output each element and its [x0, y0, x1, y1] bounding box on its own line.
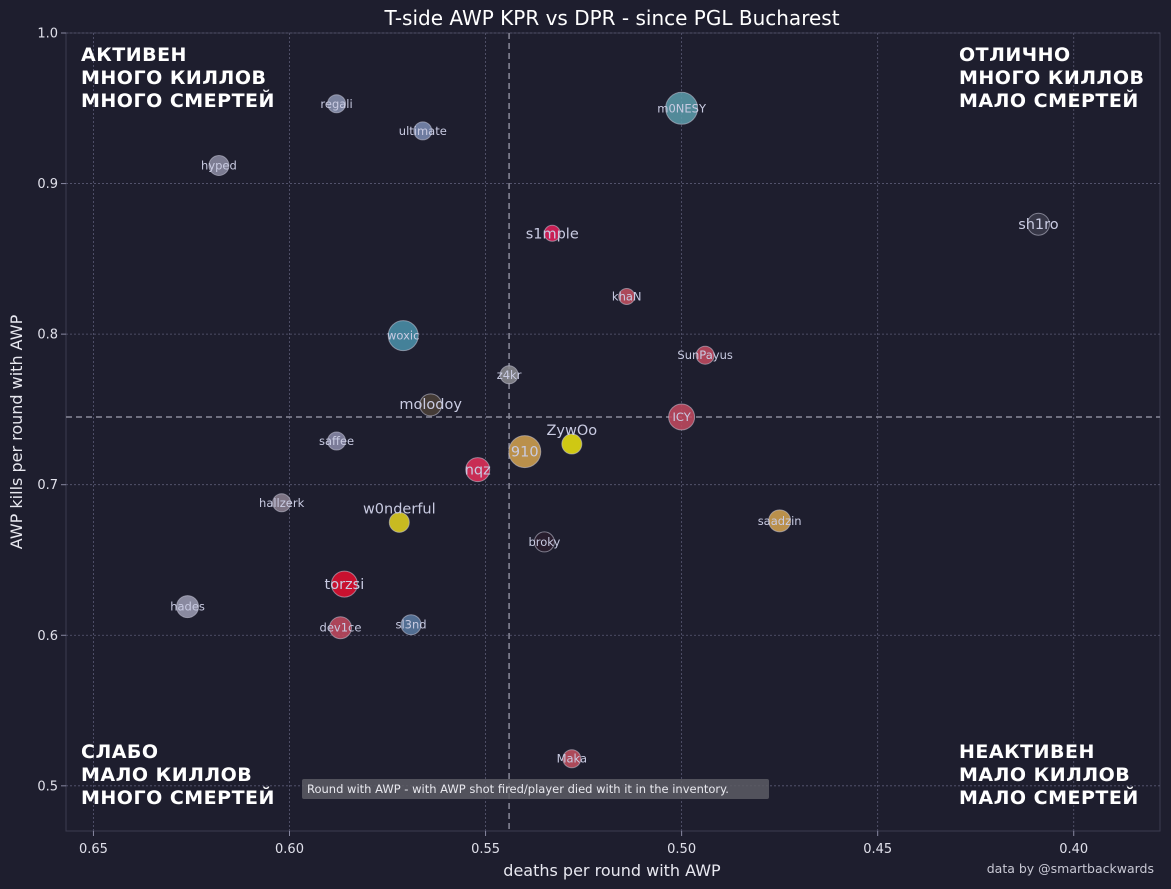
label-icy: ICY — [672, 410, 691, 424]
quadrant-top-right: ОТЛИЧНО МНОГО КИЛЛОВ МАЛО СМЕРТЕЙ — [959, 44, 1144, 112]
data-points — [176, 91, 1050, 769]
point-saffee — [327, 431, 347, 451]
point-dev1ce — [328, 616, 352, 640]
label-khan: khaN — [612, 289, 642, 303]
grid — [66, 32, 1160, 831]
label-w0nderful: w0nderful — [363, 501, 436, 517]
label-sl3nd: sl3nd — [396, 618, 427, 632]
label-910: 910 — [511, 445, 539, 461]
quadrant-bottom-left-line-2: МАЛО КИЛЛОВ — [81, 764, 252, 786]
label-z4kr: z4kr — [497, 368, 522, 382]
point-s1mple — [543, 224, 561, 242]
label-molodoy: molodoy — [399, 397, 462, 413]
label-dev1ce: dev1ce — [320, 621, 362, 635]
point-hyped — [208, 154, 230, 176]
quadrant-top-left: АКТИВЕН МНОГО КИЛЛОВ МНОГО СМЕРТЕЙ — [81, 44, 275, 112]
point-sl3nd — [400, 614, 422, 636]
point-maka — [562, 749, 582, 769]
label-broky: broky — [528, 535, 560, 549]
point-zywoo — [561, 433, 583, 455]
quadrant-top-left-line-1: АКТИВЕН — [81, 44, 187, 66]
x-tick-label: 0.45 — [863, 842, 892, 857]
point-w0nderful — [388, 511, 410, 533]
label-torzsi: torzsi — [325, 577, 365, 593]
quadrant-bottom-right-line-2: МАЛО КИЛЛОВ — [959, 764, 1130, 786]
y-tick-label: 0.6 — [37, 629, 58, 644]
x-axis-ticks: 0.65 0.60 0.55 0.50 0.45 0.40 — [79, 831, 1088, 857]
quadrant-bottom-right-line-1: НЕАКТИВЕН — [959, 741, 1095, 763]
label-hades: hades — [170, 600, 205, 614]
point-nqz — [465, 457, 491, 483]
x-tick-label: 0.50 — [667, 842, 696, 857]
chart-title: T-side AWP KPR vs DPR - since PGL Buchar… — [383, 6, 839, 30]
point-ultimate — [413, 121, 433, 141]
quadrant-top-left-line-2: МНОГО КИЛЛОВ — [81, 67, 266, 89]
quadrant-bottom-right-line-3: МАЛО СМЕРТЕЙ — [959, 786, 1139, 809]
y-tick-label: 0.5 — [37, 779, 58, 794]
y-axis-label: AWP kills per round with AWP — [7, 314, 26, 549]
point-sunpayus — [695, 345, 715, 365]
quadrant-top-right-line-3: МАЛО СМЕРТЕЙ — [959, 89, 1139, 112]
point-icy — [668, 403, 696, 431]
point-molodoy — [419, 393, 443, 417]
label-sh1ro: sh1ro — [1018, 217, 1059, 233]
data-labels: regali ultimate hyped m0NESY sh1ro s1mple khaN… — [170, 97, 1059, 766]
label-s1mple: s1mple — [526, 226, 579, 242]
note-box: Round with AWP - with AWP shot fired/pla… — [302, 779, 769, 799]
label-saffee: saffee — [319, 434, 354, 448]
quadrant-bottom-right: НЕАКТИВЕН МАЛО КИЛЛОВ МАЛО СМЕРТЕЙ — [959, 741, 1139, 809]
label-m0nesy: m0NESY — [657, 101, 707, 115]
credit-text: data by @smartbackwards — [987, 861, 1154, 876]
label-hyped: hyped — [201, 158, 237, 172]
plot-area — [65, 32, 1161, 832]
label-ultimate: ultimate — [399, 124, 447, 138]
quadrant-top-right-line-2: МНОГО КИЛЛОВ — [959, 67, 1144, 89]
label-saadzin: saadzin — [758, 514, 802, 528]
point-saadzin — [768, 509, 792, 533]
reference-lines — [66, 33, 1160, 831]
quadrant-bottom-left-line-3: МНОГО СМЕРТЕЙ — [81, 786, 275, 809]
point-z4kr — [499, 365, 519, 385]
note-text: Round with AWP - with AWP shot fired/pla… — [307, 782, 729, 796]
label-maka: Maka — [557, 752, 587, 766]
y-tick-label: 0.9 — [37, 177, 58, 192]
point-regali — [327, 94, 347, 114]
quadrant-top-right-line-1: ОТЛИЧНО — [959, 44, 1071, 66]
point-910 — [508, 435, 542, 469]
note-background — [302, 779, 769, 799]
quadrant-bottom-left-line-1: СЛАБО — [81, 741, 159, 763]
y-tick-label: 0.8 — [37, 328, 58, 343]
point-woxic — [387, 320, 419, 352]
y-tick-label: 1.0 — [37, 27, 58, 42]
quadrant-top-left-line-3: МНОГО СМЕРТЕЙ — [81, 89, 275, 112]
x-tick-label: 0.65 — [79, 842, 108, 857]
x-tick-label: 0.55 — [471, 842, 500, 857]
label-woxic: woxic — [387, 329, 419, 343]
x-axis-label: deaths per round with AWP — [503, 861, 721, 880]
point-hades — [176, 595, 200, 619]
quadrant-bottom-left: СЛАБО МАЛО КИЛЛОВ МНОГО СМЕРТЕЙ — [81, 741, 275, 809]
label-regali: regali — [320, 97, 352, 111]
point-torzsi — [330, 570, 358, 598]
label-zywoo: ZywOo — [546, 423, 597, 439]
label-hallzerk: hallzerk — [259, 496, 305, 510]
point-hallzerk — [272, 493, 292, 513]
y-tick-label: 0.7 — [37, 478, 58, 493]
x-tick-label: 0.40 — [1059, 842, 1088, 857]
label-nqz: nqz — [465, 463, 491, 479]
point-khan — [618, 287, 636, 305]
label-sunpayus: SunPayus — [677, 348, 732, 362]
point-broky — [533, 531, 555, 553]
x-tick-label: 0.60 — [275, 842, 304, 857]
point-m0nesy — [665, 91, 699, 125]
point-sh1ro — [1026, 212, 1050, 236]
y-axis-ticks: 0.5 0.6 0.7 0.8 0.9 1.0 — [37, 27, 66, 794]
